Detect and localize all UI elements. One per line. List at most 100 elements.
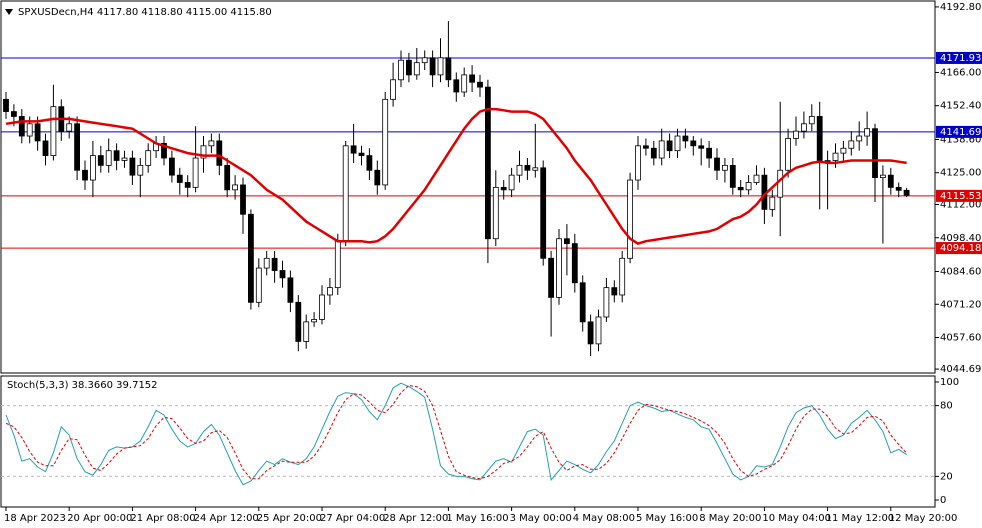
candle-body (674, 135, 681, 152)
candle-body (326, 287, 333, 296)
candle-body (319, 294, 325, 320)
y-tick-label: 4152.40 (940, 101, 981, 112)
candle-body (690, 140, 697, 147)
candle-body (872, 128, 878, 178)
candle-body (801, 123, 807, 132)
x-tick-label: 3 May 00:00 (510, 513, 572, 524)
candle-body (635, 145, 641, 181)
y-tick-label: 4138.60 (940, 134, 981, 145)
candle-body (516, 164, 523, 176)
candle-body (722, 164, 728, 171)
candle-body (255, 267, 262, 303)
candle-body (295, 301, 302, 342)
candle-body (666, 140, 673, 152)
candle-body (429, 57, 436, 76)
x-tick-label: 24 Apr 12:00 (194, 513, 259, 524)
candle-body (524, 164, 531, 171)
candle-body (895, 186, 902, 191)
stoch-line (5, 382, 907, 486)
y-tick-label: 20 (940, 471, 953, 482)
candle-body (240, 184, 246, 215)
candle-body (3, 98, 9, 112)
candle-body (682, 135, 689, 142)
level-label: 4094.18 (940, 243, 981, 254)
y-tick-label: 80 (940, 401, 953, 412)
candle-body (358, 152, 365, 156)
candle-body (548, 257, 554, 298)
candle-body (350, 145, 357, 154)
y-tick-label: 4166.00 (940, 67, 981, 78)
candle-body (737, 186, 744, 191)
candle-body (105, 150, 112, 166)
candle-body (18, 116, 25, 137)
candle-body (469, 74, 476, 83)
candle-body (532, 167, 539, 171)
candle-body (477, 81, 483, 88)
candle-body (880, 174, 886, 178)
candle-body (374, 169, 381, 186)
candle-body (832, 152, 839, 161)
candle-body (611, 287, 618, 296)
candle-body (74, 123, 80, 171)
candle-body (445, 57, 452, 81)
candle-body (793, 130, 799, 139)
level-label: 4141.69 (940, 127, 981, 138)
candle-body (619, 257, 626, 296)
candle-body (753, 174, 760, 183)
x-tick-label: 4 May 08:00 (573, 513, 635, 524)
candle-body (232, 184, 239, 191)
candle-body (137, 164, 144, 176)
candle-body (271, 257, 278, 271)
stoch-panel (0, 375, 936, 508)
candle-body (216, 140, 223, 166)
candle-body (342, 145, 349, 242)
title-marker (5, 9, 13, 15)
candle-body (816, 116, 823, 161)
indicator-title: Stoch(5,3,3) 38.3660 39.7152 (7, 380, 158, 391)
candle-body (34, 123, 41, 142)
candle-body (168, 157, 175, 176)
candle-body (279, 270, 286, 279)
candle-body (579, 282, 586, 323)
candle-body (777, 169, 784, 198)
candle-body (121, 157, 128, 161)
level-label-box (936, 51, 982, 64)
candle-body (129, 157, 136, 176)
x-tick-label: 1 May 16:00 (446, 513, 508, 524)
candle-body (706, 147, 712, 159)
y-tick-label: 4125.00 (940, 168, 981, 179)
candle-body (26, 123, 33, 137)
y-tick-label: 4071.20 (940, 299, 981, 310)
x-tick-label: 20 Apr 00:00 (67, 513, 132, 524)
candle-body (745, 182, 752, 191)
candle-body (398, 59, 404, 81)
candle-body (492, 186, 499, 240)
candle-body (571, 243, 578, 284)
candle-body (82, 169, 88, 181)
candle-body (66, 123, 73, 132)
candle-body (176, 174, 183, 183)
y-tick-label: 4192.80 (940, 2, 981, 13)
candle-body (437, 57, 444, 76)
candle-body (382, 98, 389, 186)
level-label-box (936, 125, 982, 138)
candle-body (643, 145, 649, 149)
candle-body (714, 157, 720, 171)
candle-body (729, 164, 736, 188)
candle-body (564, 238, 570, 245)
candle-body (224, 164, 231, 191)
y-tick-label: 100 (940, 377, 959, 388)
y-tick-label: 4098.40 (940, 233, 981, 244)
candle-body (887, 174, 894, 188)
candle-body (595, 316, 602, 345)
candle-body (658, 140, 665, 159)
candle-body (903, 189, 910, 196)
candle-body (508, 174, 515, 191)
level-label-box (936, 242, 982, 255)
candle-body (10, 111, 17, 117)
x-tick-label: 11 May 12:00 (826, 513, 895, 524)
candle-body (587, 321, 594, 345)
candle-body (287, 277, 294, 303)
candle-body (840, 147, 847, 154)
main-panel (0, 0, 936, 374)
